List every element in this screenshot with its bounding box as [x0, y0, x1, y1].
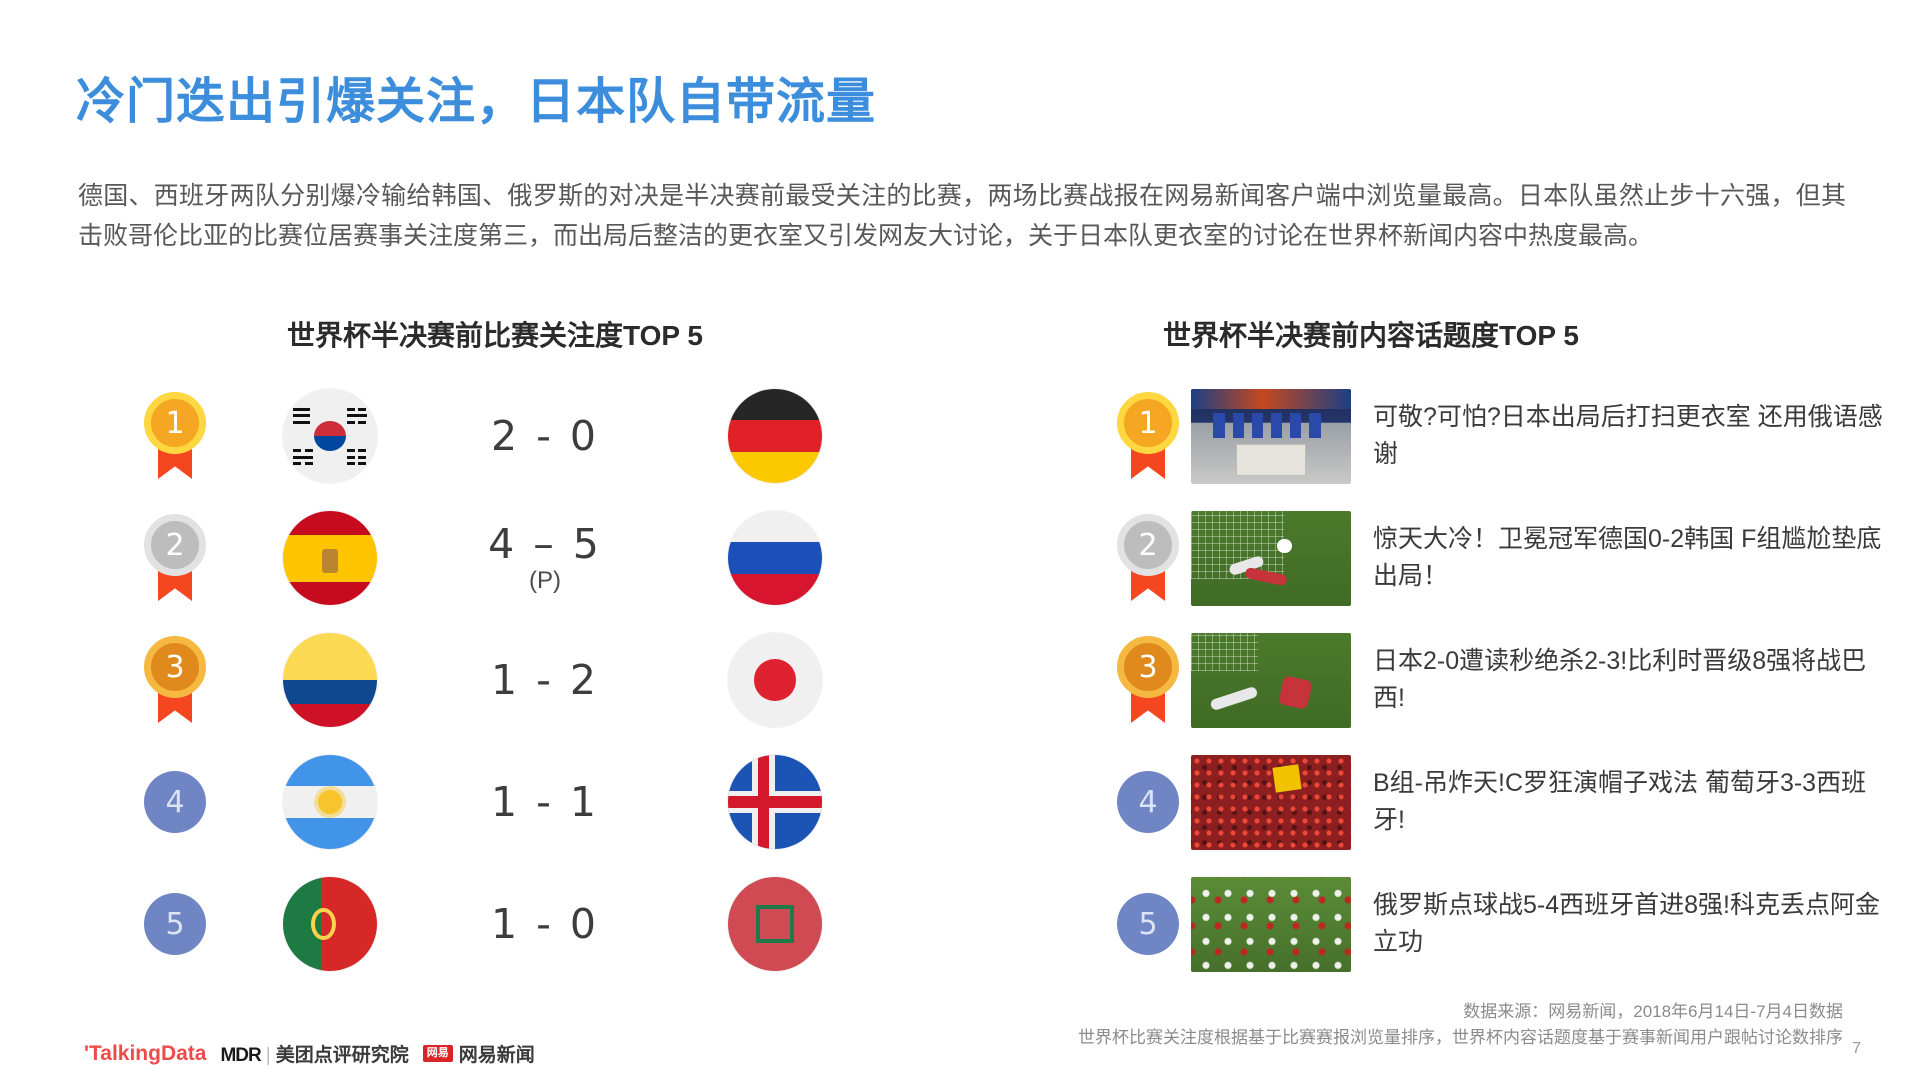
score-value: 4 – 5	[488, 520, 602, 568]
rank-cell: 2	[120, 514, 230, 602]
japan-belgium-photo	[1191, 632, 1351, 728]
score-cell: 1 - 1	[430, 779, 660, 825]
score-value: 2 - 0	[490, 412, 600, 460]
score-cell: 2 - 0	[430, 413, 660, 459]
rank-badge: 4	[144, 771, 206, 833]
bronze-medal-icon: 3	[144, 636, 206, 724]
rank-cell: 3	[120, 636, 230, 724]
gold-medal-icon: 1	[1117, 392, 1179, 480]
topic-title: B组-吊炸天!C罗狂演帽子戏法 葡萄牙3-3西班牙!	[1373, 769, 1867, 834]
list-item[interactable]: 3 日本2-0遭读秒绝杀2-3!比利时晋级8强将战巴西!	[1105, 619, 1905, 741]
away-flag-cell	[660, 755, 890, 849]
away-flag-cell	[660, 877, 890, 971]
portugal-flag-icon	[283, 877, 377, 971]
rank-number: 3	[144, 636, 206, 698]
home-flag-cell	[230, 389, 430, 483]
home-flag-cell	[230, 877, 430, 971]
score-value: 1 - 0	[490, 900, 600, 948]
argentina-flag-icon	[283, 755, 377, 849]
source-line-2: 世界杯比赛关注度根据基于比赛赛报浏览量排序，世界杯内容话题度基于赛事新闻用户跟帖…	[1078, 1028, 1843, 1047]
table-row: 2 4 – 5 (P)	[120, 497, 950, 619]
page-number: 7	[1852, 1040, 1861, 1057]
rank-cell: 1	[1105, 392, 1191, 480]
korea-flag-icon	[283, 389, 377, 483]
page-title: 冷门迭出引爆关注，日本队自带流量	[76, 75, 877, 129]
colombia-flag-icon	[283, 633, 377, 727]
japan-flag-icon	[728, 633, 822, 727]
rank-number: 1	[1117, 392, 1179, 454]
footer-logos: 'TalkingData MDR | 美团点评研究院 网易 网易新闻	[84, 1040, 535, 1067]
rank-badge: 4	[1117, 771, 1179, 833]
russia-celebration-photo	[1191, 876, 1351, 972]
topic-title: 惊天大冷！卫冕冠军德国0-2韩国 F组尴尬垫底出局！	[1373, 525, 1882, 590]
score-cell: 4 – 5 (P)	[430, 521, 660, 595]
rank-cell: 4	[1105, 771, 1191, 833]
rank-number: 2	[144, 514, 206, 576]
topic-title: 可敬?可怕?日本出局后打扫更衣室 还用俄语感谢	[1373, 403, 1883, 468]
silver-medal-icon: 2	[144, 514, 206, 602]
topic-title: 俄罗斯点球战5-4西班牙首进8强!科克丢点阿金立功	[1373, 891, 1880, 956]
score-cell: 1 - 0	[430, 901, 660, 947]
table-row: 4 1 - 1	[120, 741, 950, 863]
bronze-medal-icon: 3	[1117, 636, 1179, 724]
logo-separator: |	[265, 1045, 271, 1066]
list-item[interactable]: 1 可敬?可怕?日本出局后打扫更衣室 还用俄语感谢	[1105, 375, 1905, 497]
rank-cell: 5	[120, 893, 230, 955]
rank-cell: 3	[1105, 636, 1191, 724]
talkingdata-logo: 'TalkingData	[84, 1042, 206, 1066]
score-note: (P)	[529, 567, 561, 594]
away-flag-cell	[660, 633, 890, 727]
mdr-mark: MDR	[220, 1045, 261, 1066]
rank-number: 2	[1117, 514, 1179, 576]
list-item[interactable]: 2 惊天大冷！卫冕冠军德国0-2韩国 F组尴尬垫底出局！	[1105, 497, 1905, 619]
mdr-logo: MDR | 美团点评研究院	[220, 1040, 408, 1067]
table-row: 5 1 - 0	[120, 863, 950, 985]
spain-flag-icon	[283, 511, 377, 605]
topic-title: 日本2-0遭读秒绝杀2-3!比利时晋级8强将战巴西!	[1373, 647, 1867, 712]
mdr-name: 美团点评研究院	[275, 1045, 409, 1066]
russia-flag-icon	[728, 511, 822, 605]
left-section-heading: 世界杯半决赛前比赛关注度TOP 5	[287, 320, 703, 351]
germany-flag-icon	[728, 389, 822, 483]
rank-number: 3	[1117, 636, 1179, 698]
home-flag-cell	[230, 633, 430, 727]
match-attention-list: 1	[120, 375, 950, 985]
score-cell: 1 - 2	[430, 657, 660, 703]
intro-paragraph: 德国、西班牙两队分别爆冷输给韩国、俄罗斯的对决是半决赛前最受关注的比赛，两场比赛…	[78, 182, 1846, 250]
iceland-flag-icon	[728, 755, 822, 849]
rank-badge: 5	[1117, 893, 1179, 955]
talkingdata-name: TalkingData	[89, 1041, 207, 1065]
topic-popularity-list: 1 可敬?可怕?日本出局后打扫更衣室 还用俄语感谢 2 惊天大冷！卫冕冠军德国0…	[1105, 375, 1905, 985]
source-line-1: 数据来源：网易新闻，2018年6月14日-7月4日数据	[1463, 1002, 1843, 1021]
rank-cell: 2	[1105, 514, 1191, 602]
home-flag-cell	[230, 755, 430, 849]
locker-room-photo	[1191, 388, 1351, 484]
morocco-flag-icon	[728, 877, 822, 971]
rank-cell: 5	[1105, 893, 1191, 955]
home-flag-cell	[230, 511, 430, 605]
netease-name: 网易新闻	[458, 1045, 535, 1066]
rank-cell: 4	[120, 771, 230, 833]
rank-number: 1	[144, 392, 206, 454]
rank-cell: 1	[120, 392, 230, 480]
table-row: 3 1 - 2	[120, 619, 950, 741]
source-notes: 数据来源：网易新闻，2018年6月14日-7月4日数据 世界杯比赛关注度根据基于…	[1078, 999, 1843, 1051]
table-row: 1	[120, 375, 950, 497]
list-item[interactable]: 4 B组-吊炸天!C罗狂演帽子戏法 葡萄牙3-3西班牙!	[1105, 741, 1905, 863]
right-section-heading: 世界杯半决赛前内容话题度TOP 5	[1163, 320, 1579, 351]
away-flag-cell	[660, 389, 890, 483]
gold-medal-icon: 1	[144, 392, 206, 480]
netease-logo: 网易 网易新闻	[422, 1040, 535, 1067]
netease-badge: 网易	[422, 1045, 453, 1062]
rank-badge: 5	[144, 893, 206, 955]
goal-save-photo	[1191, 510, 1351, 606]
talkingdata-mark: '	[84, 1041, 89, 1065]
list-item[interactable]: 5 俄罗斯点球战5-4西班牙首进8强!科克丢点阿金立功	[1105, 863, 1905, 985]
score-value: 1 - 1	[490, 778, 600, 826]
spain-crowd-photo	[1191, 754, 1351, 850]
away-flag-cell	[660, 511, 890, 605]
score-value: 1 - 2	[490, 656, 600, 704]
silver-medal-icon: 2	[1117, 514, 1179, 602]
